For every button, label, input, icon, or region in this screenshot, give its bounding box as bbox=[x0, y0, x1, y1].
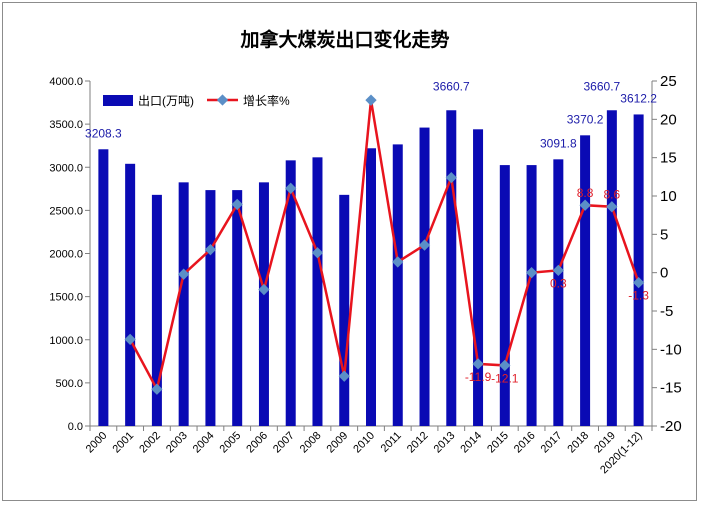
bar bbox=[419, 127, 430, 426]
bar bbox=[232, 190, 243, 426]
growth-marker bbox=[418, 239, 431, 251]
right-tick-label: -20 bbox=[660, 418, 682, 435]
legend-bar-label: 出口(万吨) bbox=[138, 94, 194, 108]
left-tick-label: 4000.0 bbox=[49, 76, 83, 88]
right-tick-label: 5 bbox=[660, 226, 668, 243]
legend: 出口(万吨) 增长率% bbox=[103, 93, 290, 108]
growth-marker bbox=[204, 244, 217, 256]
growth-marker bbox=[365, 94, 377, 106]
growth-marker bbox=[525, 267, 538, 279]
growth-marker bbox=[285, 182, 297, 194]
bar bbox=[125, 163, 136, 427]
growth-marker bbox=[178, 268, 190, 280]
bar bbox=[606, 110, 617, 427]
growth-marker bbox=[552, 264, 564, 277]
growth-marker bbox=[258, 283, 270, 296]
growth-marker bbox=[472, 358, 484, 370]
bar bbox=[553, 159, 564, 426]
x-tick-label: 2000 bbox=[84, 430, 110, 456]
legend-line-label: 增长率% bbox=[243, 93, 290, 108]
right-tick-label: 15 bbox=[660, 150, 677, 167]
growth-marker bbox=[151, 383, 163, 395]
bar bbox=[151, 194, 162, 426]
x-tick-label: 2007 bbox=[271, 430, 297, 456]
left-tick-label: 500.0 bbox=[55, 378, 83, 390]
x-tick-label: 2005 bbox=[218, 430, 244, 456]
bar bbox=[446, 110, 457, 427]
x-tick-label: 2006 bbox=[244, 430, 270, 456]
bar bbox=[312, 157, 323, 427]
x-tick-label: 2018 bbox=[565, 430, 591, 456]
x-tick-label: 2011 bbox=[379, 430, 404, 455]
bar bbox=[392, 144, 403, 427]
x-tick-label: 2012 bbox=[405, 430, 431, 456]
growth-marker bbox=[392, 256, 404, 268]
growth-marker bbox=[632, 276, 645, 289]
bar-data-label: 3660.7 bbox=[433, 79, 470, 93]
growth-marker bbox=[311, 247, 324, 259]
line-data-label: -11.9 bbox=[465, 370, 492, 384]
growth-marker bbox=[499, 359, 511, 372]
left-tick-label: 3500.0 bbox=[49, 119, 83, 131]
growth-marker bbox=[606, 201, 618, 213]
x-tick-label: 2003 bbox=[164, 430, 190, 456]
bar bbox=[580, 135, 591, 426]
right-tick-label: 20 bbox=[660, 111, 677, 128]
left-tick-label: 2500.0 bbox=[49, 205, 83, 217]
growth-marker bbox=[445, 171, 457, 184]
left-tick-label: 3000.0 bbox=[49, 162, 83, 174]
right-tick-label: 0 bbox=[660, 265, 668, 282]
bar-data-label: 3091.8 bbox=[540, 136, 577, 150]
bar bbox=[633, 114, 644, 426]
bar-data-label: 3208.3 bbox=[85, 126, 122, 140]
x-tick-label: 2014 bbox=[458, 430, 484, 456]
x-tick-label: 2008 bbox=[298, 430, 324, 456]
left-tick-label: 1500.0 bbox=[49, 292, 83, 304]
plot-area: 0.0 500.0 1000.0 1500.0 2000.0 2500.0 3000.0 35… bbox=[49, 73, 681, 476]
growth-marker bbox=[338, 370, 350, 382]
bar bbox=[366, 148, 376, 426]
legend-bar-swatch bbox=[103, 95, 133, 106]
left-tick-label: 0.0 bbox=[68, 421, 83, 433]
bar bbox=[98, 149, 109, 426]
left-tick-label: 1000.0 bbox=[49, 335, 83, 347]
line-data-label: 8.8 bbox=[577, 186, 594, 200]
x-tick-label: 2010 bbox=[351, 430, 377, 456]
right-tick-label: 10 bbox=[660, 188, 677, 205]
right-tick-label: 25 bbox=[660, 73, 677, 90]
growth-marker bbox=[231, 198, 243, 211]
bar bbox=[178, 182, 189, 426]
bar bbox=[285, 160, 296, 426]
growth-marker bbox=[579, 199, 591, 211]
x-tick-label: 2015 bbox=[485, 430, 511, 456]
bar-data-label: 3660.7 bbox=[584, 79, 621, 93]
left-tick-label: 2000.0 bbox=[49, 249, 83, 261]
bar bbox=[526, 165, 537, 426]
bar bbox=[339, 194, 350, 426]
x-tick-label: 2017 bbox=[539, 430, 565, 456]
line-data-label: -1.3 bbox=[628, 289, 649, 303]
x-tick-label: 2013 bbox=[432, 430, 458, 456]
bar bbox=[499, 165, 510, 426]
bar bbox=[258, 182, 269, 426]
x-tick-label: 2004 bbox=[191, 430, 217, 456]
bar bbox=[205, 190, 216, 426]
x-tick-label: 2001 bbox=[110, 430, 136, 456]
chart-title: 加拿大煤炭出口变化走势 bbox=[239, 28, 449, 51]
right-tick-label: -15 bbox=[660, 380, 682, 397]
right-tick-label: -10 bbox=[660, 341, 682, 358]
line-data-label: 8.6 bbox=[604, 188, 621, 202]
bar-data-label: 3370.2 bbox=[567, 112, 604, 126]
x-tick-label: 2002 bbox=[137, 430, 163, 456]
legend-marker-swatch bbox=[216, 94, 229, 106]
bar bbox=[473, 129, 484, 427]
bar-data-label: 3612.2 bbox=[620, 91, 657, 105]
right-tick-label: -5 bbox=[660, 303, 673, 320]
line-data-label: -12.1 bbox=[491, 371, 519, 385]
line-data-label: 0.3 bbox=[550, 276, 567, 290]
x-tick-label: 2009 bbox=[325, 430, 351, 456]
x-tick-label: 2016 bbox=[512, 430, 538, 456]
